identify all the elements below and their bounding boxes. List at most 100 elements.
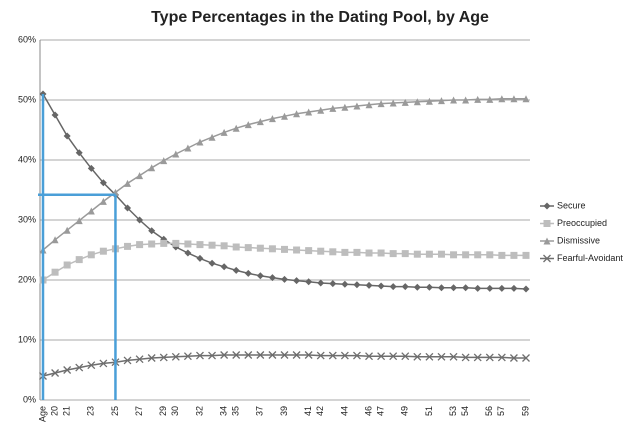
point (510, 251, 518, 259)
legend-label: Secure (557, 200, 586, 210)
point (377, 352, 386, 361)
x-tick-label: 53 (448, 406, 458, 416)
point (220, 351, 229, 359)
point (75, 149, 83, 157)
point (160, 157, 168, 165)
point (123, 356, 132, 365)
point (184, 144, 192, 152)
point (450, 96, 458, 104)
point (268, 274, 276, 282)
point (328, 351, 337, 360)
point (474, 284, 482, 292)
legend-marker (543, 237, 551, 245)
point (124, 204, 132, 212)
x-tick-label: 21 (62, 406, 72, 416)
point (341, 103, 349, 111)
point (232, 243, 240, 251)
point (486, 251, 494, 259)
x-tick-label: 49 (400, 406, 410, 416)
point (316, 351, 325, 360)
point (305, 108, 313, 116)
legend-marker (543, 220, 551, 227)
point (172, 150, 180, 158)
point (401, 283, 409, 291)
point (497, 353, 506, 362)
point (51, 111, 59, 119)
point (220, 263, 228, 271)
point (220, 128, 228, 136)
point (425, 352, 434, 361)
point (498, 251, 506, 259)
legend-marker (543, 254, 551, 263)
point (413, 250, 421, 258)
point (124, 179, 132, 187)
point (377, 100, 385, 108)
point (244, 121, 252, 129)
point (462, 284, 470, 292)
y-tick-label: 50% (18, 94, 36, 104)
point (498, 284, 506, 292)
point (147, 354, 156, 362)
point (87, 361, 96, 370)
point (196, 351, 204, 360)
point (87, 207, 95, 215)
x-tick-label: 29 (158, 406, 168, 416)
point (474, 95, 482, 103)
point (293, 246, 301, 254)
point (462, 251, 470, 259)
x-tick-label: 25 (110, 406, 120, 416)
point (437, 352, 446, 361)
point (462, 96, 470, 104)
point (486, 284, 494, 292)
point (437, 97, 445, 105)
x-tick-label: 59 (520, 406, 530, 416)
point (51, 268, 59, 276)
point (75, 363, 84, 372)
point (63, 132, 71, 140)
point (329, 104, 337, 112)
point (510, 95, 518, 103)
point (268, 351, 277, 359)
point (317, 106, 325, 114)
point (401, 352, 410, 361)
point (196, 138, 204, 146)
point (63, 261, 71, 269)
x-tick-label: 32 (194, 406, 204, 416)
point (401, 98, 409, 106)
legend-marker (543, 202, 551, 210)
point (196, 254, 204, 262)
x-tick-label: 56 (484, 406, 494, 416)
x-tick-label: 23 (86, 406, 96, 416)
point (413, 283, 421, 291)
point (99, 247, 107, 255)
point (389, 283, 397, 291)
point (136, 172, 144, 180)
point (63, 366, 72, 374)
point (208, 259, 216, 267)
point (341, 248, 349, 256)
point (292, 351, 301, 359)
point (75, 256, 83, 264)
point (522, 285, 530, 293)
point (449, 352, 458, 361)
point (329, 280, 337, 288)
point (474, 251, 482, 259)
point (509, 354, 518, 362)
point (413, 98, 421, 106)
point (413, 352, 422, 361)
x-tick-label: 35 (231, 406, 241, 416)
point (317, 247, 325, 255)
point (293, 110, 301, 118)
point (148, 164, 156, 172)
x-tick-label: 47 (375, 406, 385, 416)
point (377, 249, 385, 257)
x-tick-label: 57 (496, 406, 506, 416)
point (522, 95, 530, 103)
point (232, 351, 241, 359)
point (208, 351, 217, 360)
point (256, 244, 264, 252)
y-tick-label: 10% (18, 334, 36, 344)
point (160, 239, 168, 247)
x-tick-label: 34 (219, 406, 229, 416)
point (305, 247, 313, 255)
